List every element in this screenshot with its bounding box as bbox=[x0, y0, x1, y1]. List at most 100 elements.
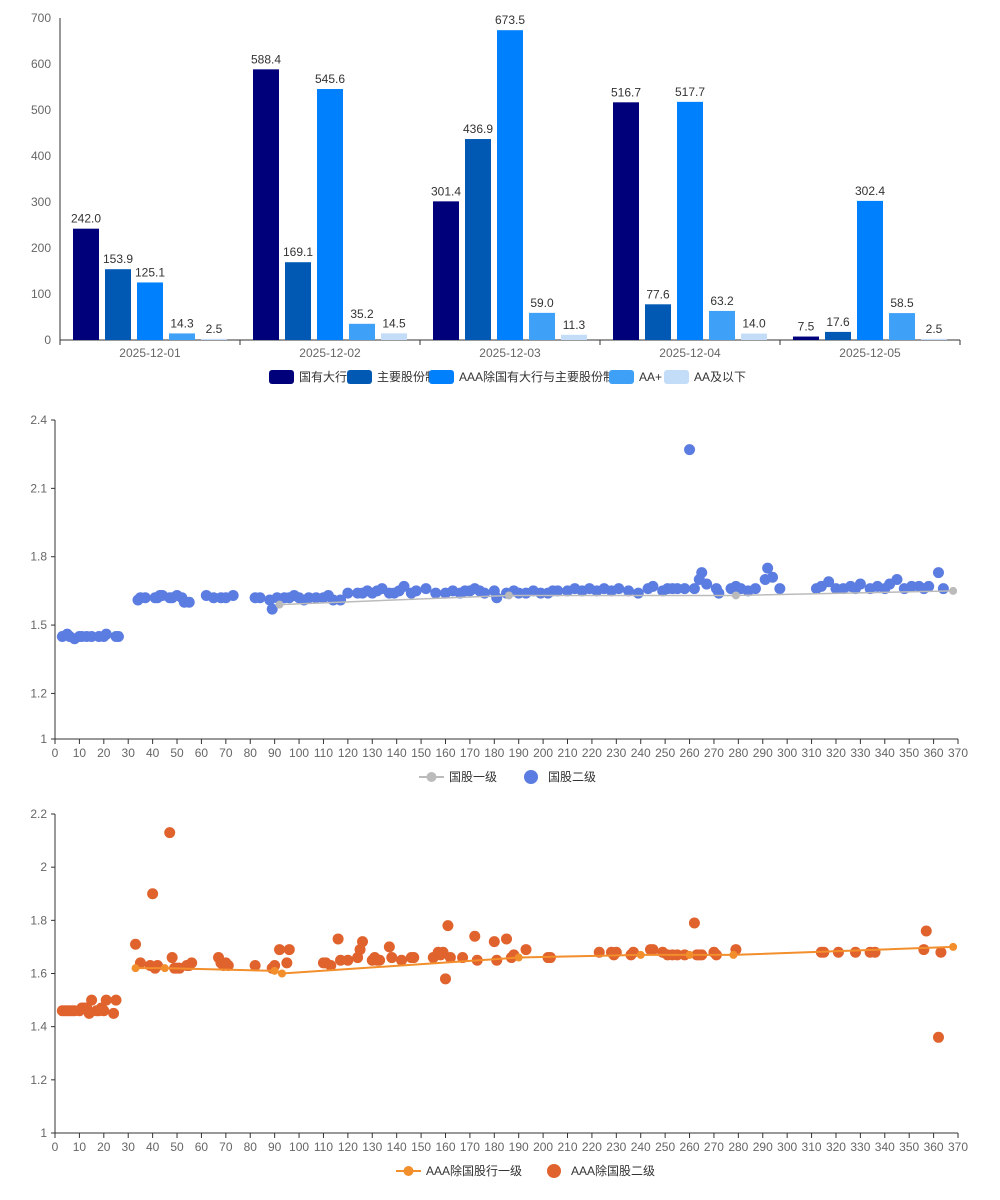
scatter-point bbox=[937, 583, 949, 595]
x-tick-label: 210 bbox=[557, 746, 577, 760]
scatter-point bbox=[920, 925, 932, 937]
bar bbox=[677, 101, 703, 340]
x-tick-label: 310 bbox=[802, 746, 822, 760]
legend-swatch bbox=[609, 370, 634, 384]
bar bbox=[73, 228, 99, 340]
legend-label: 国股二级 bbox=[548, 770, 596, 784]
x-tick-label: 370 bbox=[948, 746, 968, 760]
bar bbox=[105, 269, 131, 340]
scatter-point bbox=[439, 973, 451, 985]
bar bbox=[889, 313, 915, 340]
line-point bbox=[504, 591, 513, 600]
bar bbox=[561, 334, 587, 340]
legend-swatch-dot bbox=[524, 770, 538, 784]
x-tick-label: 370 bbox=[948, 1140, 968, 1154]
line-point bbox=[949, 586, 958, 595]
x-tick-label: 140 bbox=[387, 746, 407, 760]
x-tick-label: 160 bbox=[435, 746, 455, 760]
scatter-point bbox=[186, 957, 198, 969]
x-tick-label: 40 bbox=[146, 1140, 160, 1154]
x-tick-label: 290 bbox=[753, 1140, 773, 1154]
scatter-point bbox=[501, 933, 512, 945]
scatter-point bbox=[108, 1007, 120, 1019]
legend-label: 国有大行 bbox=[299, 370, 347, 384]
x-tick-label: 30 bbox=[122, 1140, 136, 1154]
x-tick-label: 330 bbox=[850, 746, 870, 760]
legend-swatch bbox=[269, 370, 294, 384]
bar bbox=[741, 333, 767, 340]
bar-chart-issuance: 0 100 200 300 400 500 600 700 2025-12-01 2025-12-… bbox=[31, 11, 961, 384]
x-tick-label: 60 bbox=[195, 746, 209, 760]
line-point bbox=[160, 964, 169, 973]
scatter-point bbox=[420, 583, 432, 595]
bar bbox=[137, 282, 163, 340]
bar-value-label: 35.2 bbox=[350, 307, 374, 321]
scatter-point bbox=[396, 954, 408, 966]
x-tick-label: 2025-12-02 bbox=[299, 346, 361, 360]
bar bbox=[645, 304, 671, 340]
legend-label: AAA除国股行一级 bbox=[426, 1163, 522, 1178]
x-tick-label: 80 bbox=[244, 746, 258, 760]
x-tick-label: 230 bbox=[606, 746, 626, 760]
scatter-point bbox=[918, 944, 930, 956]
scatter-point bbox=[469, 930, 481, 942]
x-tick-label: 240 bbox=[631, 746, 651, 760]
scatter-point bbox=[491, 592, 503, 604]
scatter-point bbox=[166, 952, 178, 964]
bar-value-label: 17.6 bbox=[826, 315, 850, 329]
bar bbox=[529, 312, 555, 340]
bar-value-label: 14.3 bbox=[170, 316, 194, 330]
bar-value-label: 169.1 bbox=[283, 245, 313, 259]
x-tick-label: 2025-12-04 bbox=[659, 346, 721, 360]
scatter-point bbox=[767, 571, 779, 583]
x-tick-label: 2025-12-03 bbox=[479, 346, 541, 360]
y-tick-label: 1 bbox=[40, 1126, 47, 1140]
scatter-point bbox=[100, 994, 112, 1006]
x-tick-label: 350 bbox=[899, 1140, 919, 1154]
scatter-point bbox=[520, 944, 532, 956]
scatter-point bbox=[442, 920, 454, 932]
x-tick-label: 20 bbox=[97, 1140, 111, 1154]
x-tick-label: 280 bbox=[728, 746, 748, 760]
scatter-point bbox=[410, 585, 422, 597]
y-tick-label: 500 bbox=[31, 103, 51, 117]
x-tick-label: 190 bbox=[509, 1140, 529, 1154]
y-tick-label: 1.2 bbox=[30, 1073, 47, 1087]
x-tick-label: 220 bbox=[582, 1140, 602, 1154]
scatter-point bbox=[701, 578, 713, 590]
bar bbox=[613, 102, 639, 341]
scatter-point bbox=[923, 580, 935, 592]
x-tick-label: 250 bbox=[655, 746, 675, 760]
y-tick-label: 1.8 bbox=[30, 913, 47, 927]
x-tick-label: 120 bbox=[338, 1140, 358, 1154]
x-tick-label: 340 bbox=[875, 746, 895, 760]
x-tick-label: 50 bbox=[170, 746, 184, 760]
x-tick-label: 360 bbox=[924, 746, 944, 760]
y-tick-label: 2.4 bbox=[30, 413, 47, 427]
x-tick-label: 280 bbox=[728, 1140, 748, 1154]
legend-swatch-marker bbox=[403, 1166, 414, 1176]
scatter-point bbox=[679, 583, 691, 595]
x-tick-label: 120 bbox=[338, 746, 358, 760]
scatter-point bbox=[383, 941, 395, 953]
y-tick-label: 200 bbox=[31, 241, 51, 255]
legend-label: AAA除国有大行与主要股份制 bbox=[459, 369, 615, 384]
x-tick-label: 320 bbox=[826, 746, 846, 760]
scatter-point bbox=[444, 952, 456, 964]
x-tick-label: 260 bbox=[680, 1140, 700, 1154]
x-tick-label: 100 bbox=[289, 746, 309, 760]
line-point bbox=[131, 964, 140, 973]
y-tick-label: 0 bbox=[44, 333, 51, 347]
y-tick-label: 2.1 bbox=[30, 481, 47, 495]
x-tick-label: 170 bbox=[460, 746, 480, 760]
bar-value-label: 59.0 bbox=[530, 296, 554, 310]
scatter-point bbox=[249, 960, 261, 972]
scatter-point bbox=[823, 576, 835, 588]
scatter-point bbox=[684, 444, 696, 456]
x-tick-label: 180 bbox=[484, 746, 504, 760]
x-tick-label: 10 bbox=[73, 746, 87, 760]
x-tick-label: 300 bbox=[777, 1140, 797, 1154]
y-tick-label: 100 bbox=[31, 287, 51, 301]
bar-value-label: 11.3 bbox=[563, 318, 586, 332]
bar bbox=[497, 30, 523, 340]
